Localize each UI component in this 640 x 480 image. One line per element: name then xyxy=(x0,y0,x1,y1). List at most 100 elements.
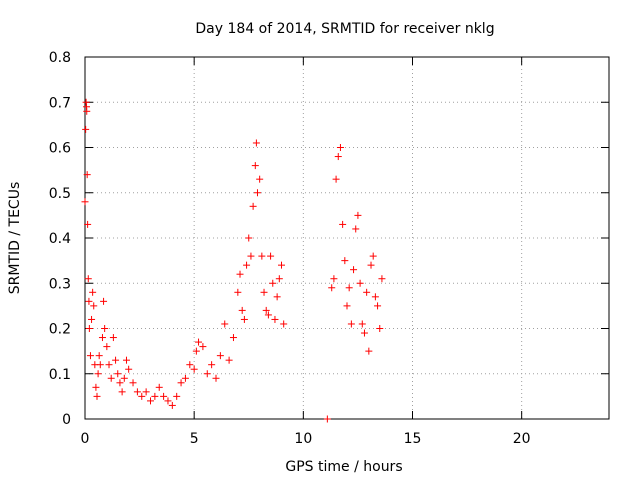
data-point xyxy=(88,315,96,323)
data-point xyxy=(199,343,207,351)
data-point xyxy=(245,234,253,242)
data-point xyxy=(151,392,159,400)
data-point xyxy=(81,198,89,206)
axes: 0 0.1 0.2 0.3 0.4 0.5 0.6 0.7 0.8 0 5 10 15 20 xyxy=(49,50,610,447)
data-point xyxy=(105,361,113,369)
y-tick-label: 0 xyxy=(62,412,71,428)
data-point xyxy=(252,139,260,147)
data-point xyxy=(89,288,97,296)
data-point xyxy=(84,220,92,228)
data-point xyxy=(177,379,185,387)
data-point xyxy=(203,370,211,378)
x-tick-label: 15 xyxy=(404,431,422,447)
data-point xyxy=(249,202,257,210)
data-point xyxy=(138,392,146,400)
y-axis-label: SRMTID / TECUs xyxy=(7,182,23,295)
data-point xyxy=(142,388,150,396)
data-point xyxy=(221,320,229,328)
data-point xyxy=(247,252,255,260)
data-point xyxy=(103,343,111,351)
data-point xyxy=(275,275,283,283)
data-point xyxy=(155,383,163,391)
data-points xyxy=(81,98,386,423)
data-point xyxy=(243,261,251,269)
data-point xyxy=(278,261,285,269)
data-point xyxy=(95,352,103,360)
data-point xyxy=(192,347,200,355)
y-tick-label: 0.5 xyxy=(49,186,71,202)
data-point xyxy=(112,356,120,364)
data-point xyxy=(367,261,375,269)
data-point xyxy=(271,315,279,323)
data-point xyxy=(358,320,366,328)
data-point xyxy=(352,225,360,233)
data-point xyxy=(85,297,93,305)
data-point xyxy=(345,284,353,292)
data-point xyxy=(363,288,371,296)
data-point xyxy=(107,374,115,382)
data-point xyxy=(374,302,382,310)
data-point xyxy=(234,288,242,296)
data-point xyxy=(236,270,244,278)
data-point xyxy=(258,252,266,260)
data-point xyxy=(262,306,270,314)
data-point xyxy=(83,107,91,115)
data-point xyxy=(365,347,373,355)
data-point xyxy=(371,293,379,301)
plot-border xyxy=(84,56,610,420)
data-point xyxy=(98,334,106,342)
y-tick-label: 0.7 xyxy=(49,95,71,111)
data-point xyxy=(269,279,277,287)
data-point xyxy=(109,334,117,342)
data-point xyxy=(125,365,133,373)
data-point xyxy=(168,401,176,409)
y-tick-label: 0.6 xyxy=(49,141,71,157)
y-tick-label: 0.4 xyxy=(49,231,71,247)
data-point xyxy=(118,388,126,396)
data-point xyxy=(229,334,237,342)
data-point xyxy=(356,279,364,287)
data-point xyxy=(378,275,386,283)
y-tick-label: 0.1 xyxy=(49,367,71,383)
data-point xyxy=(160,392,168,400)
data-point xyxy=(256,175,264,183)
data-point xyxy=(147,397,154,405)
data-point xyxy=(208,361,216,369)
data-point xyxy=(347,320,355,328)
data-point xyxy=(330,275,338,283)
data-point xyxy=(84,275,92,283)
data-point xyxy=(83,171,91,179)
data-point xyxy=(273,293,281,301)
data-point xyxy=(336,144,344,151)
data-point xyxy=(116,379,124,387)
data-point xyxy=(92,383,100,391)
y-tick-label: 0.2 xyxy=(49,322,71,338)
data-point xyxy=(212,374,220,382)
data-point xyxy=(181,374,189,382)
x-tick-label: 10 xyxy=(294,431,312,447)
data-point xyxy=(323,415,331,423)
data-point xyxy=(195,338,203,346)
data-point xyxy=(122,356,130,364)
data-point xyxy=(332,175,340,183)
data-point xyxy=(280,320,288,328)
data-point xyxy=(82,125,90,133)
data-point xyxy=(225,356,233,364)
data-point xyxy=(190,365,198,373)
data-point xyxy=(90,302,98,310)
data-point xyxy=(240,315,248,323)
data-point xyxy=(267,252,275,260)
data-point xyxy=(334,153,342,161)
data-point xyxy=(101,325,109,332)
data-point xyxy=(186,361,194,369)
data-point xyxy=(360,329,368,337)
data-point xyxy=(260,288,268,296)
data-point xyxy=(341,257,349,265)
data-point xyxy=(264,311,272,319)
data-point xyxy=(253,189,261,197)
data-point xyxy=(339,220,347,228)
data-point xyxy=(251,162,259,170)
x-tick-label: 20 xyxy=(513,431,531,447)
data-point xyxy=(129,379,137,387)
